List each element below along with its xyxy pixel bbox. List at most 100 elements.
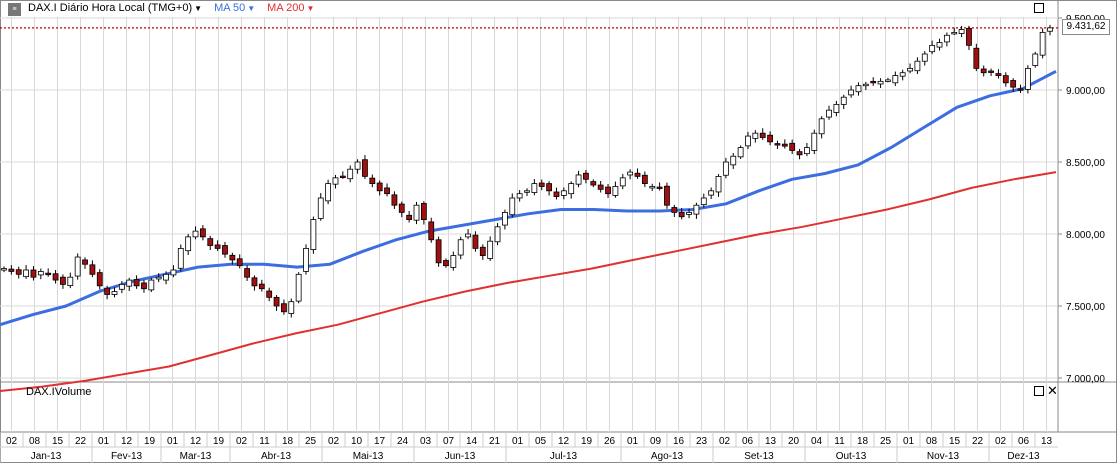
- candle-body: [524, 190, 530, 193]
- candle-body: [339, 175, 346, 179]
- candle-body: [15, 269, 22, 275]
- candle-body: [1002, 75, 1009, 84]
- x-tick-label: 01: [903, 436, 915, 447]
- volume-panel-maximize-icon[interactable]: [1034, 386, 1044, 396]
- candle-body: [671, 207, 678, 213]
- candle-body: [428, 221, 435, 241]
- candle-body: [921, 53, 928, 62]
- candle-body: [656, 186, 663, 189]
- candle-body: [222, 245, 228, 255]
- candle-body: [82, 259, 88, 265]
- candle-body: [759, 132, 766, 138]
- x-tick-label: 02: [236, 436, 248, 447]
- month-label: Fev-13: [111, 451, 143, 462]
- candle-body: [251, 277, 258, 287]
- candle-body: [494, 226, 501, 243]
- y-tick-label: 9.000,00: [1066, 86, 1105, 97]
- chart-header: DAX.I Diário Hora Local (TMG+0) ▼ MA 50 ▼ …: [28, 2, 314, 14]
- y-tick-label: 7.000,00: [1066, 374, 1105, 385]
- candle-body: [730, 155, 737, 166]
- candle-body: [804, 147, 810, 155]
- month-label: Jul-13: [550, 451, 578, 462]
- symbol-dropdown-icon[interactable]: ▼: [194, 4, 203, 13]
- candle-body: [420, 203, 427, 221]
- candle-body: [244, 268, 250, 278]
- candle-body: [391, 194, 398, 206]
- x-tick-label: 08: [926, 436, 938, 447]
- x-tick-label: 12: [121, 436, 133, 447]
- candle-body: [192, 230, 199, 238]
- candle-body: [170, 269, 177, 276]
- candle-body: [516, 193, 523, 199]
- candle-body: [362, 159, 368, 177]
- candle-body: [899, 72, 906, 77]
- y-tick-label: 7.500,00: [1066, 302, 1105, 313]
- candle-body: [862, 83, 869, 87]
- ma50-dropdown-icon[interactable]: ▼: [247, 4, 256, 13]
- candle-body: [406, 214, 413, 220]
- candle-body: [885, 79, 891, 82]
- candle-body: [664, 185, 670, 206]
- x-tick-label: 02: [6, 436, 18, 447]
- x-tick-label: 02: [719, 436, 731, 447]
- candle-body: [892, 75, 899, 84]
- candle-body: [966, 27, 972, 46]
- candle-body: [325, 183, 332, 202]
- candle-body: [443, 260, 449, 267]
- candle-body: [23, 269, 29, 278]
- candle-body: [148, 279, 155, 291]
- candle-body: [818, 118, 825, 135]
- candle-body: [207, 238, 214, 246]
- candle-body: [1039, 32, 1046, 56]
- chart-type-icon[interactable]: ≡: [8, 3, 21, 16]
- x-tick-label: 02: [995, 436, 1007, 447]
- candle-body: [627, 171, 634, 176]
- x-tick-label: 25: [305, 436, 317, 447]
- candle-body: [546, 183, 552, 192]
- x-tick-label: 13: [765, 436, 777, 447]
- x-tick-label: 20: [788, 436, 800, 447]
- x-tick-label: 14: [466, 436, 478, 447]
- x-tick-label: 26: [604, 436, 616, 447]
- x-tick-label: 22: [75, 436, 87, 447]
- x-tick-label: 11: [259, 436, 270, 447]
- x-tick-label: 12: [558, 436, 570, 447]
- candle-body: [185, 236, 192, 252]
- x-tick-label: 09: [650, 436, 662, 447]
- volume-panel-close-icon[interactable]: ✕: [1047, 383, 1058, 398]
- candle-body: [1047, 27, 1053, 32]
- x-tick-label: 07: [443, 436, 455, 447]
- ma50-label[interactable]: MA 50 ▼: [214, 2, 256, 14]
- candle-body: [560, 190, 567, 196]
- candle-body: [995, 73, 1002, 76]
- x-tick-label: 24: [397, 436, 409, 447]
- candle-body: [686, 211, 692, 215]
- candle-body: [163, 273, 169, 281]
- price-panel-maximize-icon[interactable]: [1034, 3, 1044, 13]
- candle-body: [796, 151, 803, 156]
- x-tick-label: 15: [949, 436, 961, 447]
- x-tick-label: 10: [351, 436, 363, 447]
- candle-body: [30, 269, 37, 278]
- candle-body: [273, 296, 280, 307]
- candle-body: [60, 276, 66, 285]
- candle-body: [96, 272, 103, 287]
- ma200-dropdown-icon[interactable]: ▼: [306, 4, 315, 13]
- x-tick-label: 19: [213, 436, 225, 447]
- candle-body: [37, 271, 44, 276]
- symbol-label[interactable]: DAX.I Diário Hora Local (TMG+0) ▼: [28, 2, 203, 14]
- candle-body: [936, 42, 943, 48]
- candle-body: [465, 233, 471, 238]
- volume-panel-title: DAX.IVolume: [26, 386, 92, 398]
- candle-body: [45, 272, 52, 276]
- candle-body: [907, 68, 913, 72]
- candle-body: [133, 279, 140, 287]
- month-label: Dez-13: [1007, 451, 1040, 462]
- candle-body: [288, 301, 295, 314]
- x-tick-label: 21: [489, 436, 501, 447]
- candle-body: [678, 211, 685, 218]
- candle-body: [369, 177, 376, 185]
- ma200-label[interactable]: MA 200 ▼: [267, 2, 315, 14]
- x-tick-label: 12: [190, 436, 202, 447]
- candle-body: [752, 132, 759, 139]
